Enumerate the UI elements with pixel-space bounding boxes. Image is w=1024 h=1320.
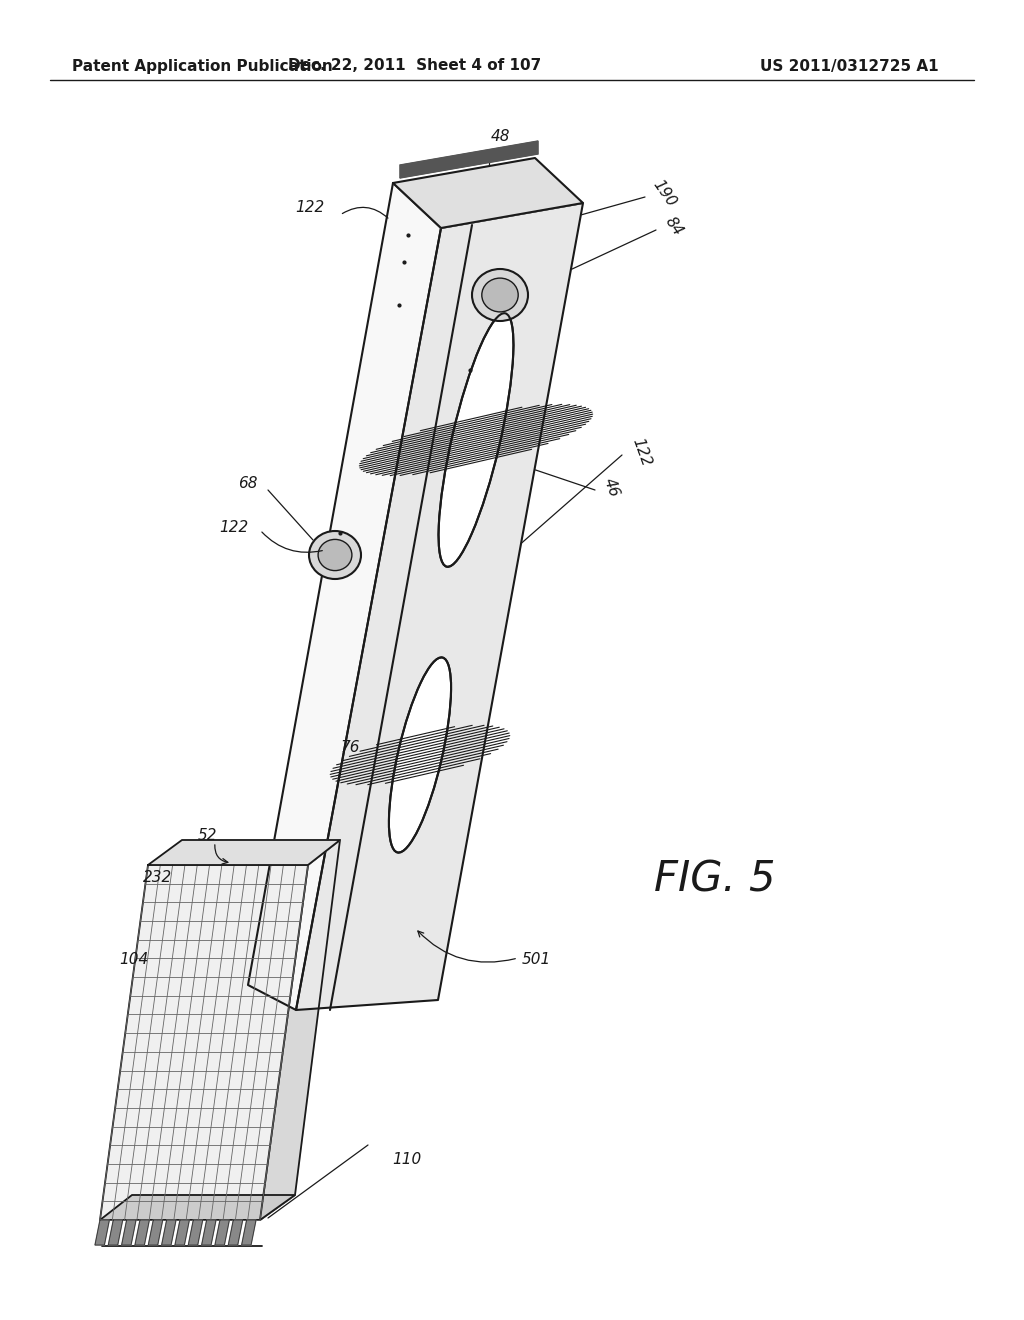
Polygon shape xyxy=(215,1220,229,1245)
Polygon shape xyxy=(296,203,583,1010)
Text: 76: 76 xyxy=(341,741,360,755)
Text: 232: 232 xyxy=(142,870,172,884)
Polygon shape xyxy=(400,141,538,178)
Text: 52: 52 xyxy=(198,828,217,842)
Text: 190: 190 xyxy=(650,177,679,210)
Text: 501: 501 xyxy=(522,953,551,968)
Text: Dec. 22, 2011  Sheet 4 of 107: Dec. 22, 2011 Sheet 4 of 107 xyxy=(289,58,542,74)
Text: 110: 110 xyxy=(392,1152,421,1167)
Polygon shape xyxy=(100,1195,295,1220)
Ellipse shape xyxy=(482,279,518,312)
Text: 46: 46 xyxy=(601,477,622,500)
Polygon shape xyxy=(95,1220,110,1245)
Ellipse shape xyxy=(318,540,352,570)
Text: 122: 122 xyxy=(296,199,325,214)
Ellipse shape xyxy=(472,269,528,321)
Polygon shape xyxy=(148,1220,163,1245)
Polygon shape xyxy=(260,840,340,1220)
Polygon shape xyxy=(228,1220,243,1245)
Polygon shape xyxy=(135,1220,150,1245)
Ellipse shape xyxy=(389,657,452,853)
Text: FIG. 5: FIG. 5 xyxy=(654,859,776,902)
Ellipse shape xyxy=(309,531,361,579)
Polygon shape xyxy=(242,1220,256,1245)
Text: 122: 122 xyxy=(219,520,248,535)
Text: 84: 84 xyxy=(662,214,685,239)
Text: US 2011/0312725 A1: US 2011/0312725 A1 xyxy=(760,58,939,74)
Text: 104: 104 xyxy=(119,953,148,968)
Polygon shape xyxy=(175,1220,189,1245)
Polygon shape xyxy=(248,183,441,1010)
Polygon shape xyxy=(393,158,583,228)
Ellipse shape xyxy=(438,313,513,566)
Text: 48: 48 xyxy=(490,129,510,144)
Polygon shape xyxy=(100,865,308,1220)
Polygon shape xyxy=(188,1220,203,1245)
Polygon shape xyxy=(122,1220,136,1245)
Polygon shape xyxy=(202,1220,216,1245)
Polygon shape xyxy=(148,840,340,865)
Polygon shape xyxy=(109,1220,123,1245)
Text: 122: 122 xyxy=(629,436,653,469)
Text: Patent Application Publication: Patent Application Publication xyxy=(72,58,333,74)
Polygon shape xyxy=(162,1220,176,1245)
Text: 68: 68 xyxy=(239,475,258,491)
